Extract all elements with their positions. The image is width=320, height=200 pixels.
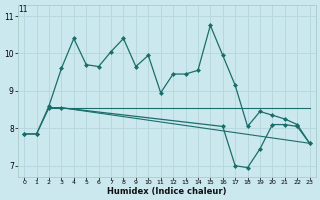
Text: 11: 11 <box>18 5 28 14</box>
X-axis label: Humidex (Indice chaleur): Humidex (Indice chaleur) <box>107 187 227 196</box>
